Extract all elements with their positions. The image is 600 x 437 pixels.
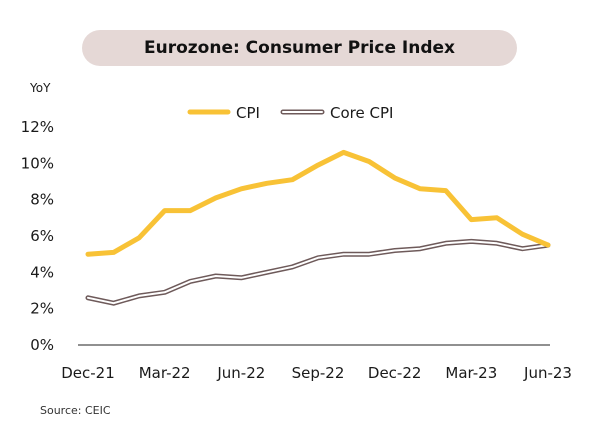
series-line-core-cpi	[87, 240, 549, 305]
legend-label-core-cpi: Core CPI	[330, 104, 393, 122]
x-tick-label: Mar-22	[139, 364, 191, 382]
x-tick-label: Jun-23	[523, 364, 572, 382]
series-line-cpi	[85, 149, 551, 257]
y-axis-unit-label: YoY	[29, 81, 51, 95]
x-tick-label: Jun-22	[216, 364, 265, 382]
y-tick-label: 2%	[30, 300, 54, 318]
y-tick-label: 8%	[30, 191, 54, 209]
x-tick-label: Mar-23	[445, 364, 497, 382]
y-tick-label: 6%	[30, 227, 54, 245]
y-tick-label: 10%	[21, 154, 54, 172]
x-tick-label: Sep-22	[292, 364, 345, 382]
source-note: Source: CEIC	[40, 404, 111, 417]
y-tick-label: 12%	[21, 118, 54, 136]
x-tick-label: Dec-21	[61, 364, 115, 382]
y-tick-label: 0%	[30, 336, 54, 354]
x-tick-label: Dec-22	[368, 364, 422, 382]
legend-label-cpi: CPI	[236, 104, 260, 122]
chart-title: Eurozone: Consumer Price Index	[82, 30, 517, 66]
y-tick-label: 4%	[30, 263, 54, 281]
